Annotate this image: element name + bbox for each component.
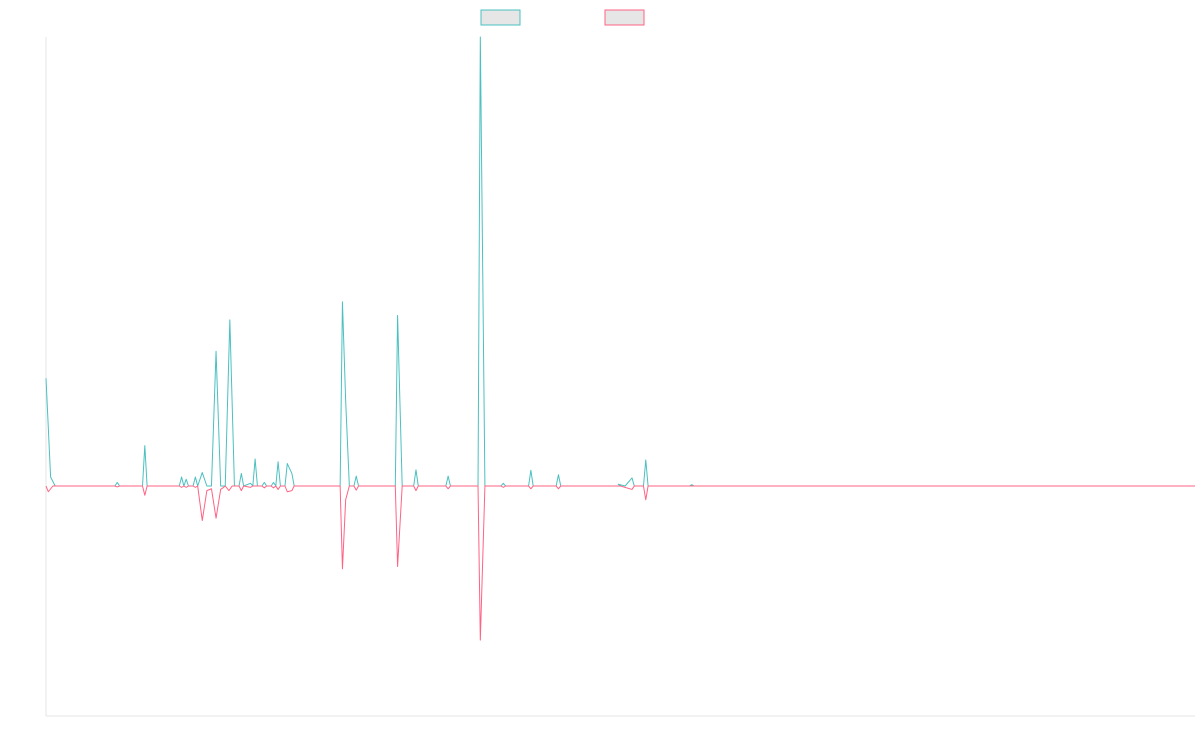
axes: [45, 37, 1195, 717]
legend: [480, 9, 645, 26]
series-line-1: [45, 36, 1195, 487]
series-group: [45, 36, 1195, 641]
legend-item-2[interactable]: [604, 9, 645, 26]
legend-item-1[interactable]: [480, 9, 521, 26]
legend-swatch: [480, 9, 521, 26]
series-line-2: [45, 485, 1195, 641]
legend-swatch: [604, 9, 645, 26]
